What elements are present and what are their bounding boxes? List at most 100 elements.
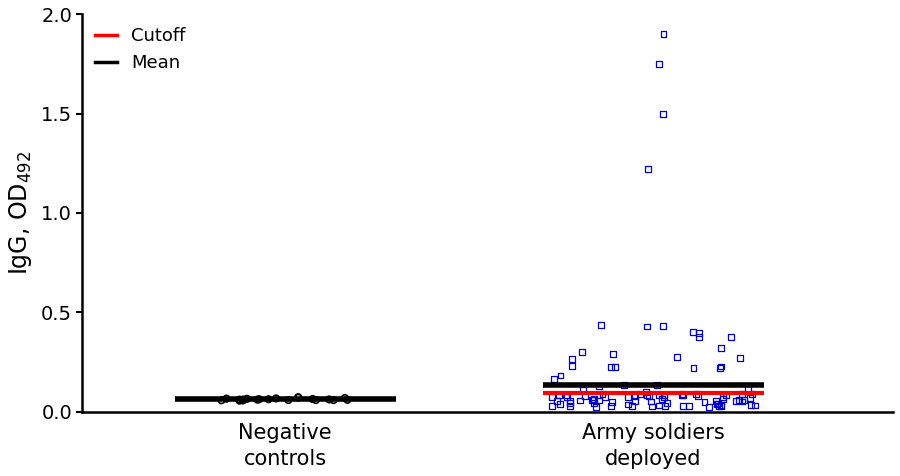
Point bbox=[660, 399, 674, 407]
Point bbox=[214, 397, 229, 404]
Point bbox=[686, 328, 700, 336]
Point bbox=[305, 395, 320, 403]
Point bbox=[544, 403, 559, 410]
Point bbox=[735, 397, 750, 405]
Point bbox=[656, 391, 670, 399]
Point bbox=[309, 396, 323, 404]
Point bbox=[708, 397, 723, 405]
Point bbox=[621, 401, 635, 408]
Point bbox=[724, 333, 738, 340]
Point bbox=[674, 391, 688, 399]
Point bbox=[716, 394, 730, 401]
Point bbox=[698, 398, 712, 406]
Point bbox=[748, 402, 762, 409]
Point bbox=[682, 402, 697, 410]
Point bbox=[639, 391, 653, 399]
Point bbox=[652, 60, 666, 68]
Point bbox=[737, 396, 751, 404]
Point bbox=[554, 372, 568, 379]
Point bbox=[670, 353, 684, 360]
Point bbox=[734, 390, 749, 397]
Point bbox=[656, 30, 670, 38]
Point bbox=[714, 401, 728, 409]
Point bbox=[593, 321, 608, 329]
Point bbox=[292, 394, 306, 401]
Point bbox=[291, 394, 305, 401]
Point bbox=[713, 365, 727, 372]
Point bbox=[676, 403, 690, 410]
Point bbox=[604, 363, 618, 371]
Point bbox=[714, 363, 728, 370]
Point bbox=[744, 390, 759, 398]
Point bbox=[714, 402, 728, 410]
Point bbox=[573, 397, 588, 404]
Point bbox=[322, 396, 337, 403]
Point bbox=[587, 396, 601, 403]
Point bbox=[562, 397, 577, 405]
Point bbox=[675, 390, 689, 398]
Point bbox=[586, 396, 600, 404]
Point bbox=[642, 392, 656, 399]
Point bbox=[563, 402, 578, 410]
Point bbox=[591, 397, 606, 404]
Point bbox=[628, 397, 643, 405]
Y-axis label: IgG, OD$_{492}$: IgG, OD$_{492}$ bbox=[7, 151, 34, 275]
Point bbox=[576, 387, 590, 394]
Point bbox=[716, 395, 731, 403]
Point bbox=[657, 393, 671, 401]
Point bbox=[732, 396, 746, 404]
Point bbox=[743, 394, 758, 402]
Point bbox=[687, 364, 701, 372]
Point bbox=[598, 393, 612, 401]
Point bbox=[608, 363, 622, 371]
Legend: Cutoff, Mean: Cutoff, Mean bbox=[88, 20, 193, 79]
Point bbox=[655, 110, 670, 118]
Point bbox=[604, 402, 618, 409]
Point bbox=[702, 403, 716, 411]
Point bbox=[236, 396, 250, 404]
Point bbox=[652, 391, 666, 398]
Point bbox=[639, 388, 653, 396]
Point bbox=[250, 396, 265, 404]
Point bbox=[719, 391, 733, 399]
Point bbox=[553, 400, 567, 408]
Point bbox=[562, 399, 577, 407]
Point bbox=[575, 348, 590, 356]
Point bbox=[560, 393, 574, 400]
Point bbox=[578, 392, 592, 400]
Point bbox=[327, 396, 341, 404]
Point bbox=[544, 393, 559, 400]
Point bbox=[340, 396, 355, 404]
Point bbox=[585, 397, 599, 404]
Point bbox=[712, 402, 726, 410]
Point bbox=[565, 362, 580, 369]
Point bbox=[628, 392, 643, 400]
Point bbox=[281, 396, 295, 404]
Point bbox=[710, 400, 724, 408]
Point bbox=[658, 402, 672, 409]
Point bbox=[645, 403, 660, 410]
Point bbox=[640, 323, 654, 330]
Point bbox=[692, 329, 706, 337]
Point bbox=[236, 397, 250, 404]
Point bbox=[741, 385, 755, 393]
Point bbox=[625, 402, 639, 409]
Point bbox=[652, 402, 666, 409]
Point bbox=[644, 398, 658, 406]
Point bbox=[232, 397, 247, 405]
Point bbox=[616, 381, 631, 389]
Point bbox=[587, 399, 601, 407]
Point bbox=[546, 376, 561, 383]
Point bbox=[605, 398, 619, 406]
Point bbox=[676, 391, 690, 399]
Point bbox=[691, 333, 706, 340]
Point bbox=[606, 350, 620, 358]
Point bbox=[656, 322, 670, 330]
Point bbox=[552, 391, 566, 399]
Point bbox=[261, 396, 275, 403]
Point bbox=[641, 166, 655, 173]
Point bbox=[564, 355, 579, 363]
Point bbox=[252, 396, 266, 403]
Point bbox=[621, 394, 635, 401]
Point bbox=[711, 400, 725, 407]
